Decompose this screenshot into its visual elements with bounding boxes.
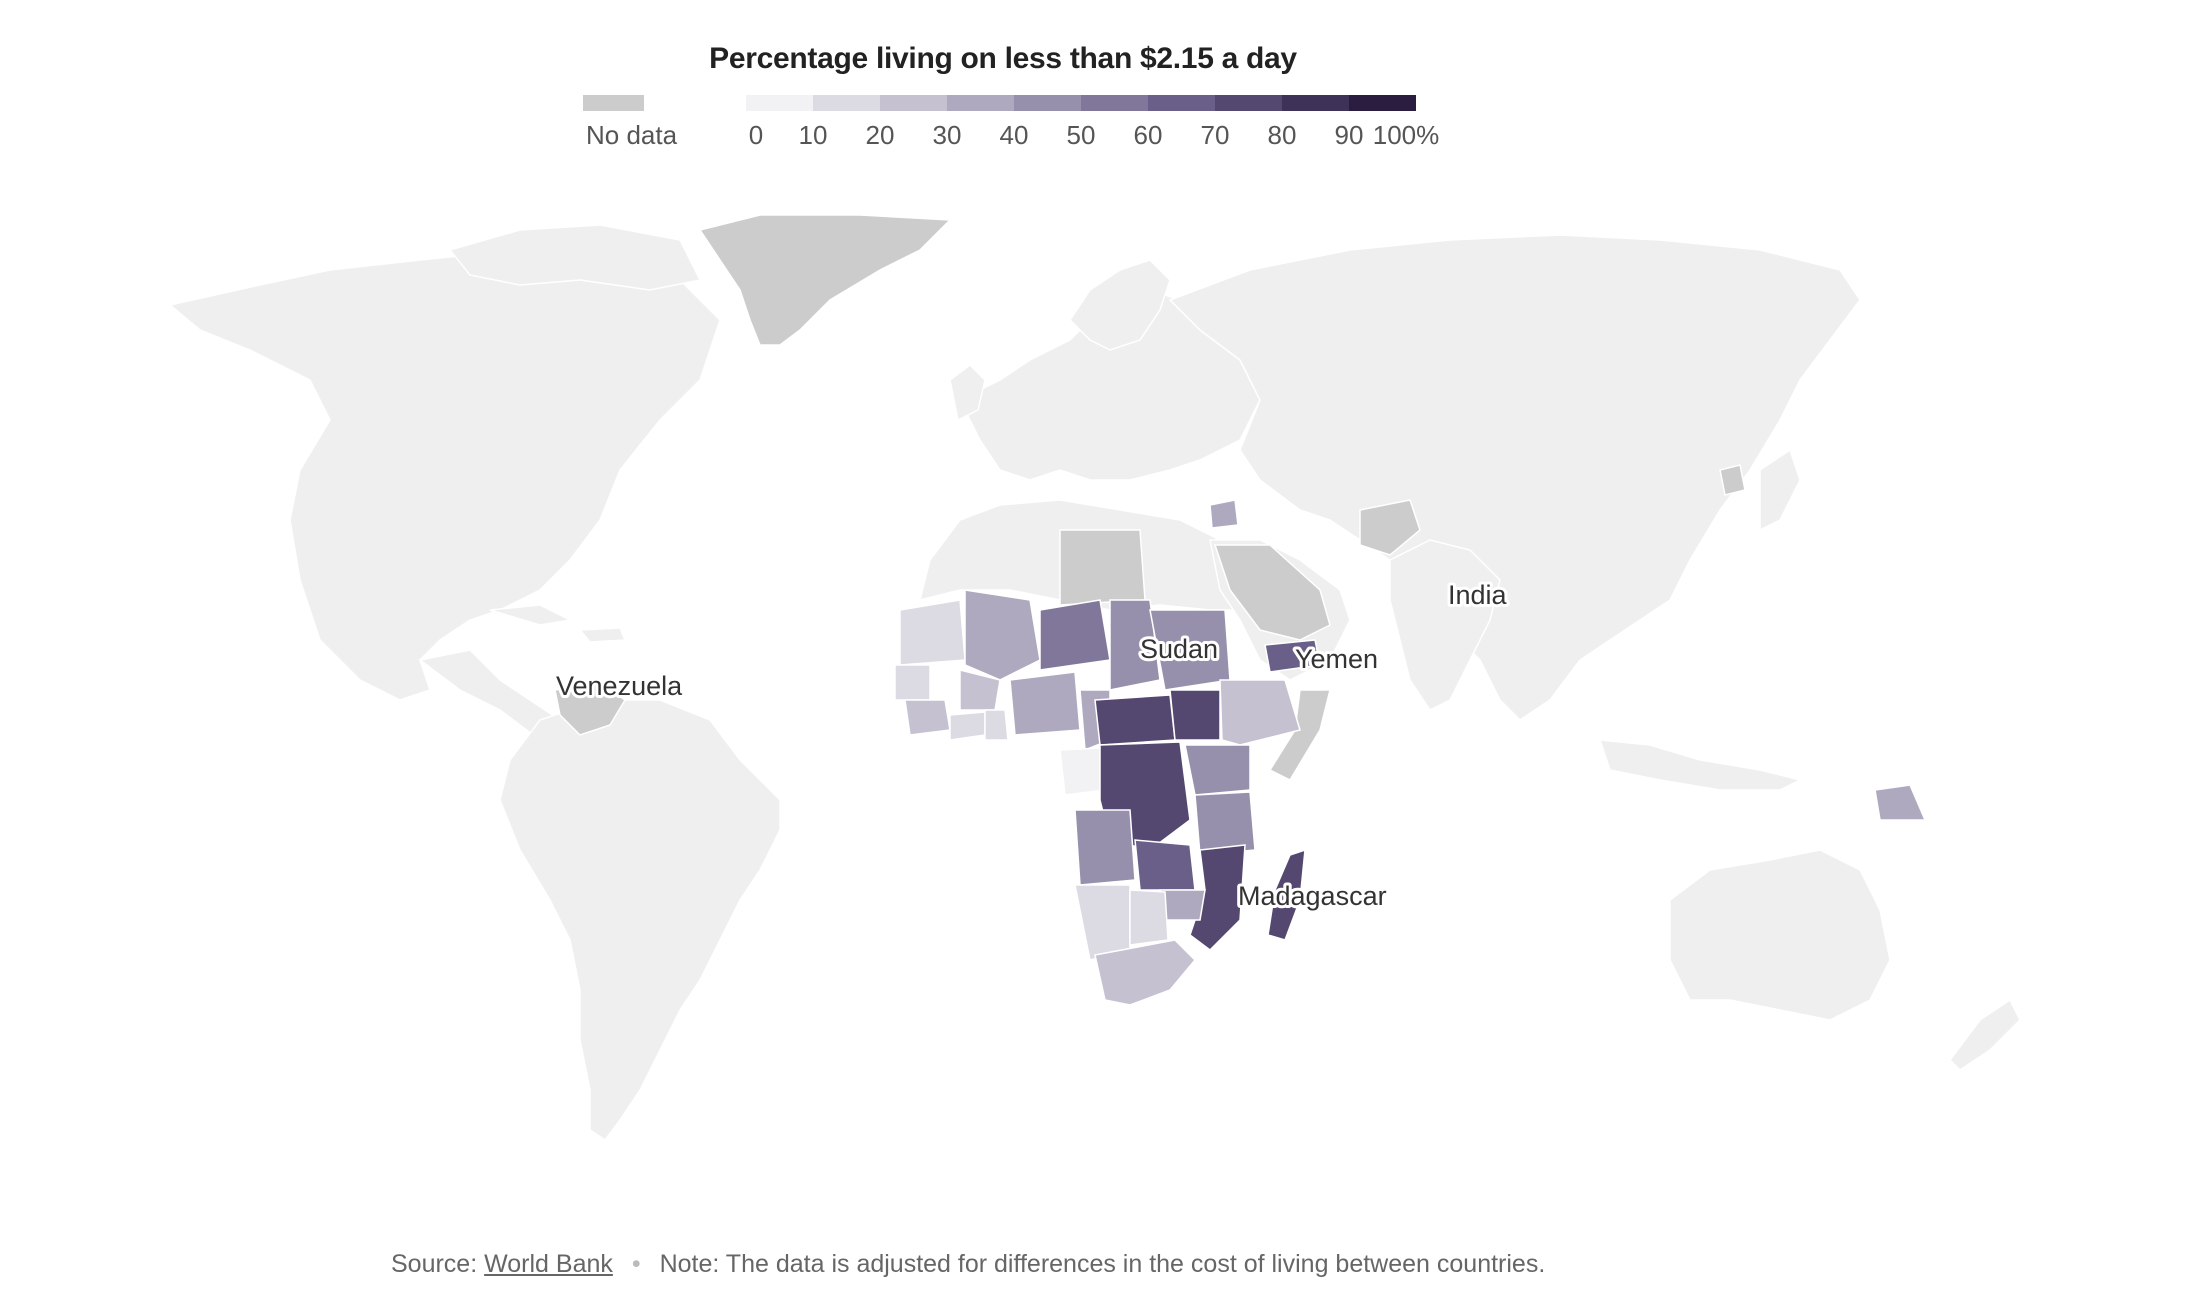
color-scale — [746, 95, 1416, 111]
botswana-country — [1129, 889, 1169, 946]
mauritania-country — [899, 599, 966, 666]
no-data-label: No data — [586, 120, 678, 150]
color-scale-swatch — [1282, 95, 1349, 111]
color-scale-tick: 20 — [865, 120, 895, 150]
caribbean-islands — [489, 604, 627, 643]
venezuela-label: Venezuela — [556, 671, 683, 701]
color-scale-swatch — [947, 95, 1014, 111]
japan-land — [1759, 448, 1801, 532]
sudan-label: Sudan — [1140, 634, 1218, 664]
color-scale-swatch — [746, 95, 813, 111]
saudi-arabia-country — [1213, 544, 1331, 641]
color-scale-swatch — [880, 95, 947, 111]
guinea-country — [904, 699, 951, 736]
color-scale-tick: 10 — [798, 120, 828, 150]
africa-choropleth — [894, 499, 1927, 1006]
venezuela-country — [554, 681, 626, 736]
uk-land — [949, 364, 986, 422]
namibia-country — [1074, 884, 1131, 961]
madagascar-label: Madagascar — [1238, 881, 1387, 911]
uganda-kenya-country — [1184, 744, 1251, 796]
south-sudan-country — [1169, 689, 1221, 741]
ethiopia-country — [1219, 679, 1301, 746]
tanzania-country — [1194, 791, 1256, 856]
color-scale-swatch — [1148, 95, 1215, 111]
indonesia-land — [1598, 739, 1803, 791]
libya-country — [1059, 529, 1146, 606]
south-america-land — [499, 699, 781, 1142]
asia-land — [1168, 234, 1861, 721]
color-scale-tick: 60 — [1133, 120, 1163, 150]
india-land — [1389, 539, 1501, 711]
color-scale-tick: 70 — [1200, 120, 1230, 150]
color-scale-swatch — [1014, 95, 1081, 111]
yemen-country — [1264, 639, 1321, 673]
source-prefix: Source: — [391, 1250, 478, 1278]
png-country — [1874, 784, 1927, 821]
color-scale-tick: 80 — [1267, 120, 1297, 150]
zambia-country — [1134, 839, 1196, 891]
gabon-congo-country — [1059, 747, 1106, 796]
madagascar-country — [1267, 848, 1306, 941]
color-scale-tick: 0 — [748, 120, 764, 150]
india-label: India — [1448, 580, 1508, 610]
color-scale-tick: 100% — [1372, 120, 1440, 150]
niger-country — [1039, 599, 1111, 671]
color-scale-tick: 30 — [932, 120, 962, 150]
cote-divoire-country — [949, 711, 986, 741]
mali-country — [964, 589, 1041, 681]
greenland-land — [698, 214, 952, 346]
arctic-islands — [448, 224, 702, 291]
chad-country — [1109, 599, 1161, 691]
central-african-rep-country — [1094, 694, 1176, 746]
north-korea-country — [1719, 464, 1746, 496]
senegal-country — [894, 664, 931, 701]
color-scale-tick: 90 — [1334, 120, 1364, 150]
north-america-land — [168, 249, 721, 701]
color-scale-swatch — [1081, 95, 1148, 111]
source-note: Note: The data is adjusted for differenc… — [659, 1250, 1546, 1278]
no-data-countries — [554, 464, 1746, 781]
color-scale-swatch — [1215, 95, 1282, 111]
separator-dot: • — [631, 1250, 641, 1278]
color-scale-swatch — [813, 95, 880, 111]
nigeria-country — [1009, 671, 1081, 736]
south-africa-country — [1094, 939, 1197, 1006]
legend-title: Percentage living on less than $2.15 a d… — [709, 42, 1297, 75]
footer: Source: World Bank • Note: The data is a… — [391, 1250, 1545, 1279]
angola-country — [1074, 809, 1136, 886]
australia-land — [1669, 849, 1891, 1021]
color-scale-tick: 40 — [999, 120, 1029, 150]
syria-country — [1209, 499, 1239, 529]
afghanistan-country — [1359, 499, 1421, 556]
base-landmass — [168, 214, 2021, 1142]
color-scale-ticks: 0 10 20 30 40 50 60 70 80 90 100% — [0, 120, 2199, 152]
ghana-country — [984, 709, 1009, 741]
color-scale-swatch — [1349, 95, 1416, 111]
source-link[interactable]: World Bank — [484, 1250, 613, 1278]
new-zealand-land — [1949, 998, 2021, 1071]
color-scale-tick: 50 — [1066, 120, 1096, 150]
yemen-label: Yemen — [1295, 644, 1378, 674]
scandinavia-land — [1069, 259, 1171, 351]
no-data-swatch — [583, 95, 644, 111]
